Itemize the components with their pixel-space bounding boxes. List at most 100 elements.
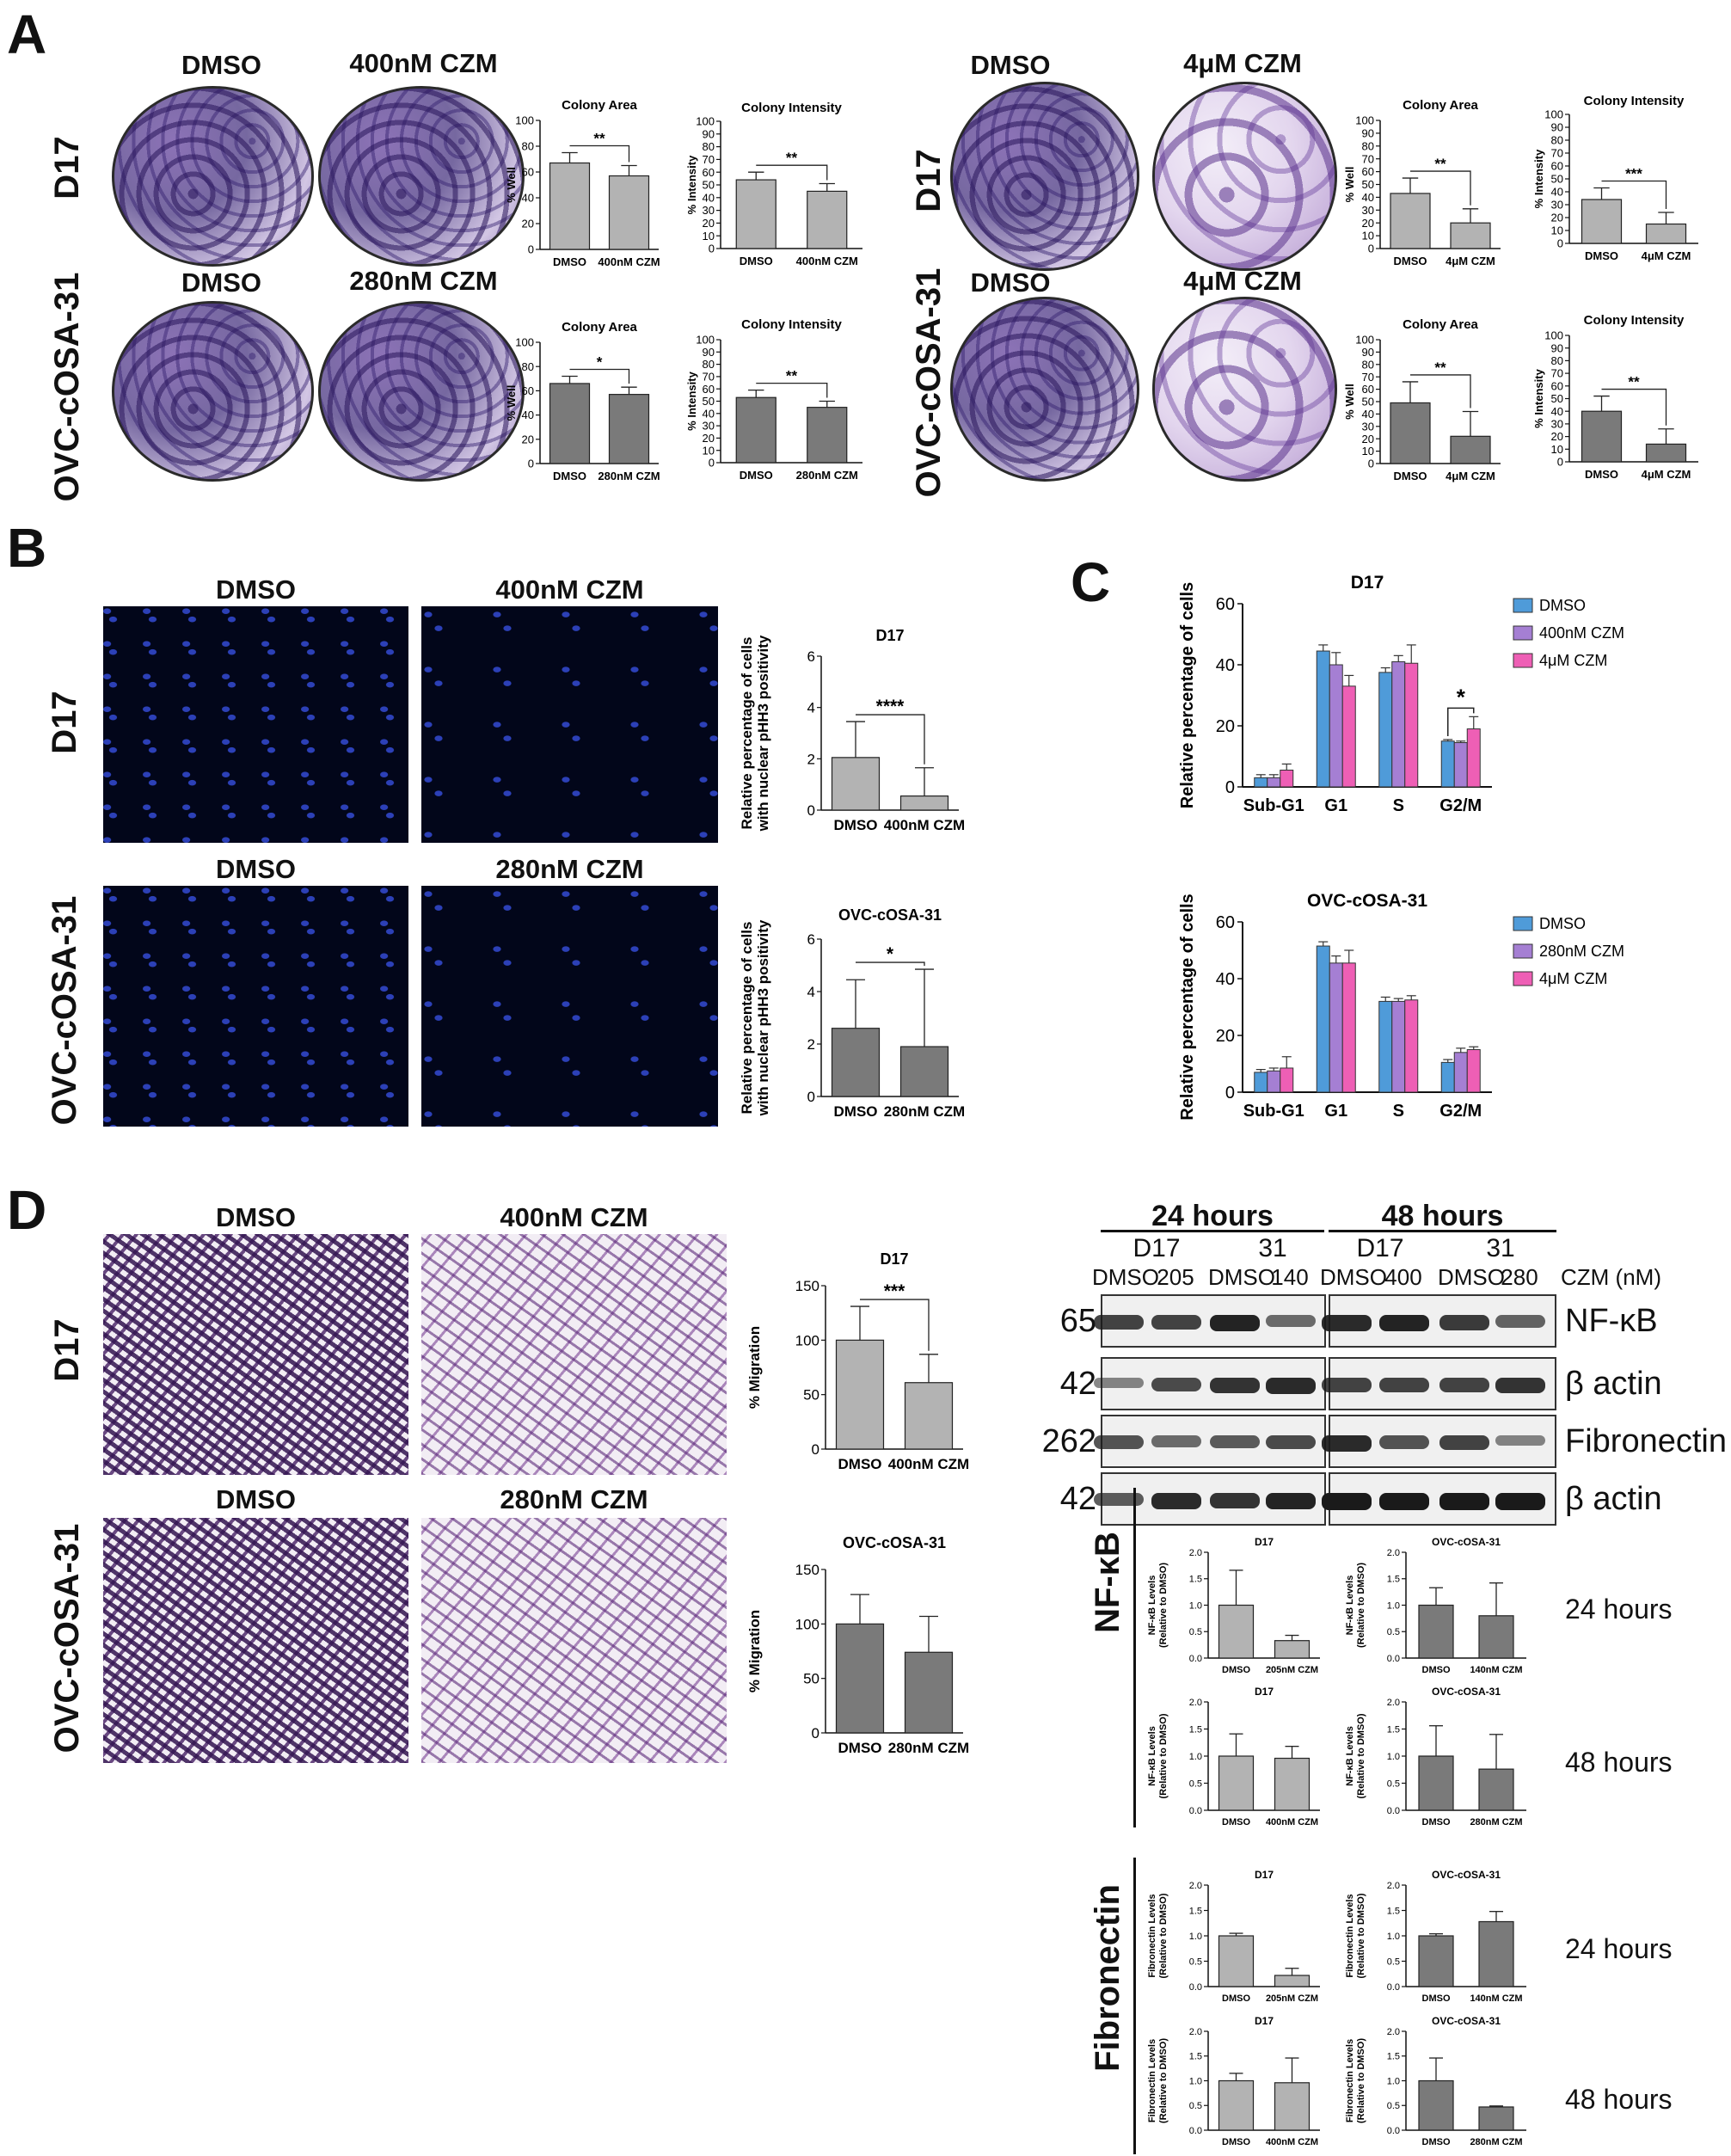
bar (1478, 2106, 1514, 2131)
protein-band (1266, 1378, 1316, 1394)
x-tick-label: 140nM CZM (1470, 1993, 1522, 2004)
chart-title: OVC-cOSA-31 (843, 1534, 946, 1551)
legend-label: 4μM CZM (1539, 652, 1607, 669)
x-tick-label: DMSO (1394, 470, 1427, 482)
protein-band (1439, 1378, 1489, 1392)
panel-label-d: D (7, 1179, 47, 1241)
y-axis-label: with nuclear pHH3 positivity (755, 635, 771, 832)
row-label-d17: D17 (46, 691, 83, 754)
cell-line-label: D17 (1133, 1234, 1181, 1262)
y-tick-label: 100 (1355, 334, 1374, 347)
y-tick-label: 20 (1551, 212, 1563, 224)
chart-title: Colony Area (562, 320, 637, 335)
x-tick-label: DMSO (1222, 1817, 1250, 1827)
lane-label: DMSO (1092, 1264, 1159, 1290)
y-tick-label: 100 (1544, 108, 1563, 121)
y-axis-label: % Migration (746, 1610, 763, 1692)
bar (899, 795, 949, 811)
y-tick-label: 0.5 (1189, 1956, 1202, 1967)
protein-band (1379, 1315, 1429, 1332)
y-tick-label: 90 (1362, 126, 1374, 139)
y-tick-label: 0 (1557, 237, 1563, 250)
x-tick-label: S (1393, 1102, 1404, 1121)
y-tick-label: 20 (703, 217, 715, 230)
x-tick-label: 4μM CZM (1446, 255, 1495, 267)
condition-label: 280nM CZM (495, 854, 644, 884)
nfkb-levels-chart: D17 NF-κB Levels (Relative to DMSO) 0.0 0.5 1… (1147, 1686, 1320, 1827)
bar (904, 1382, 954, 1450)
y-tick-label: 20 (1362, 433, 1374, 445)
y-tick-label: 30 (1551, 417, 1563, 430)
y-tick-label: 20 (1216, 717, 1235, 736)
time-label-24h: 24 hours (1151, 1200, 1274, 1232)
bar (1390, 193, 1431, 249)
y-tick-label: 0.5 (1387, 1956, 1400, 1967)
molecular-weight-label: 42 (1059, 1481, 1096, 1517)
y-tick-label: 40 (522, 192, 534, 205)
bar (1316, 945, 1330, 1093)
y-tick-label: 80 (1551, 134, 1563, 147)
bar (1254, 777, 1268, 788)
bar (1453, 1052, 1468, 1093)
y-tick-label: 20 (522, 218, 534, 230)
y-axis-label: % Intensity (1532, 368, 1545, 427)
x-tick-label: G2/M (1439, 1102, 1482, 1121)
y-axis-label: Relative percentage of cells (739, 637, 755, 830)
bar (899, 1046, 949, 1097)
group-label-nfkb: NF-κB (1089, 1532, 1126, 1633)
protein-band (1210, 1493, 1260, 1509)
chart-title: Colony Intensity (1584, 94, 1685, 108)
x-tick-label: 205nM CZM (1266, 1665, 1318, 1675)
bar (1378, 672, 1393, 788)
y-tick-label: 80 (703, 358, 715, 371)
bar (1329, 664, 1343, 788)
legend-label: DMSO (1539, 915, 1586, 932)
bar (1390, 402, 1431, 464)
y-tick-label: 90 (1551, 341, 1563, 354)
time-label: 24 hours (1565, 1594, 1673, 1625)
bar (1478, 1768, 1514, 1811)
colony-dish-image (112, 86, 314, 267)
significance-label: ** (593, 131, 605, 147)
y-tick-label: 90 (1551, 121, 1563, 134)
bar (1581, 199, 1623, 244)
condition-label: DMSO (216, 1202, 296, 1232)
protein-label: β actin (1565, 1366, 1662, 1402)
bar (831, 757, 881, 811)
cell-cycle-chart: OVC-cOSA-31 Relative percentage of cells 0… (1178, 891, 1624, 1121)
x-tick-label: DMSO (1422, 1993, 1451, 2004)
y-tick-label: 150 (795, 1278, 819, 1294)
x-tick-label: DMSO (553, 470, 586, 482)
bar (549, 162, 591, 250)
x-tick-label: 280nM CZM (884, 1103, 965, 1120)
divider (1329, 1230, 1556, 1232)
bar (1645, 443, 1687, 463)
y-tick-label: 2 (807, 751, 815, 767)
panel-label-c: C (1071, 551, 1111, 613)
y-tick-label: 70 (1551, 367, 1563, 380)
x-tick-label: DMSO (1394, 255, 1427, 267)
y-tick-label: 0.0 (1189, 2126, 1202, 2136)
protein-band (1094, 1435, 1144, 1449)
y-axis-label: (Relative to DMSO) (1158, 1713, 1169, 1798)
y-tick-label: 60 (1362, 165, 1374, 178)
x-tick-label: 400nM CZM (598, 255, 660, 268)
y-tick-label: 70 (703, 370, 715, 383)
y-tick-label: 90 (1362, 346, 1374, 359)
divider (1133, 1488, 1136, 1827)
colony-area-chart: Colony Area % Well 0 20 40 60 80 100 DMSO 280nM C… (505, 320, 660, 482)
y-tick-label: 60 (1216, 595, 1235, 614)
y-tick-label: 100 (795, 1616, 819, 1632)
y-tick-label: 1.5 (1387, 2052, 1400, 2062)
y-tick-label: 0 (807, 1089, 815, 1105)
y-axis-label: (Relative to DMSO) (1356, 1713, 1366, 1798)
x-tick-label: DMSO (1422, 1817, 1451, 1827)
significance-bracket (569, 368, 630, 384)
y-tick-label: 0.5 (1189, 1627, 1202, 1637)
y-axis-label: Fibronectin Levels (1147, 1894, 1157, 1977)
bar (735, 396, 776, 464)
x-tick-label: 400nM CZM (1266, 1817, 1318, 1827)
legend-label: 400nM CZM (1539, 624, 1624, 642)
significance-bracket (856, 714, 925, 765)
protein-band (1495, 1493, 1545, 1510)
